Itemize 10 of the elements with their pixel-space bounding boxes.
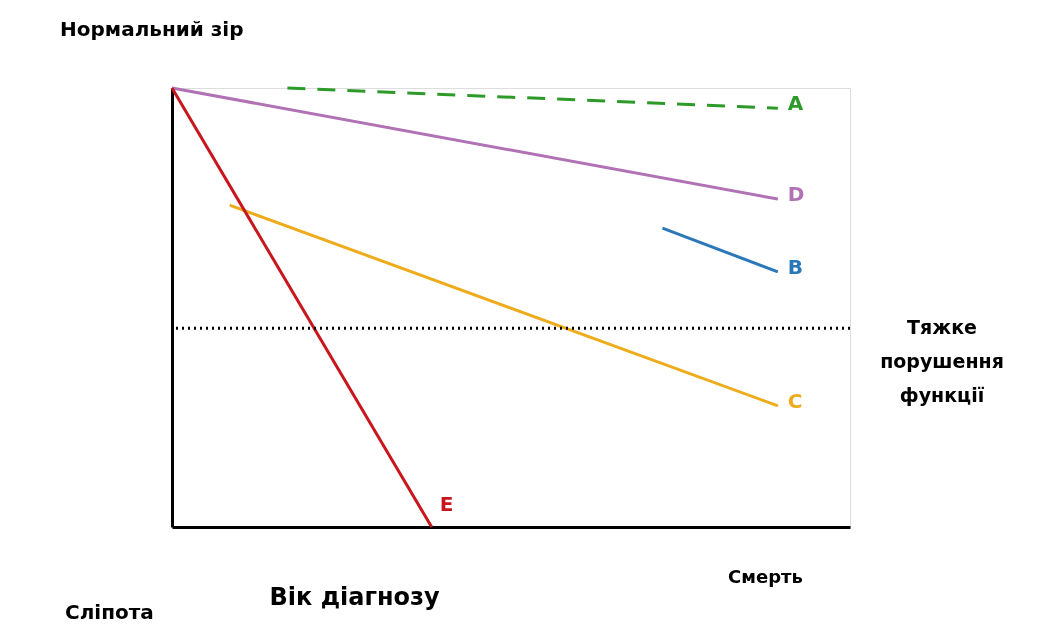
x-axis-title: Вік діагнозу bbox=[269, 582, 441, 611]
text: Нормальний зір bbox=[60, 17, 244, 41]
ref-line-label: Тяжке порушення функції bbox=[880, 316, 1004, 407]
series-label: C bbox=[787, 388, 803, 413]
text: Смерть bbox=[728, 566, 803, 587]
series-label: A bbox=[787, 91, 804, 116]
text: Сліпота bbox=[65, 600, 154, 624]
series-label: E bbox=[439, 492, 454, 516]
series-label: D bbox=[787, 182, 805, 207]
series-label: B bbox=[787, 254, 804, 279]
